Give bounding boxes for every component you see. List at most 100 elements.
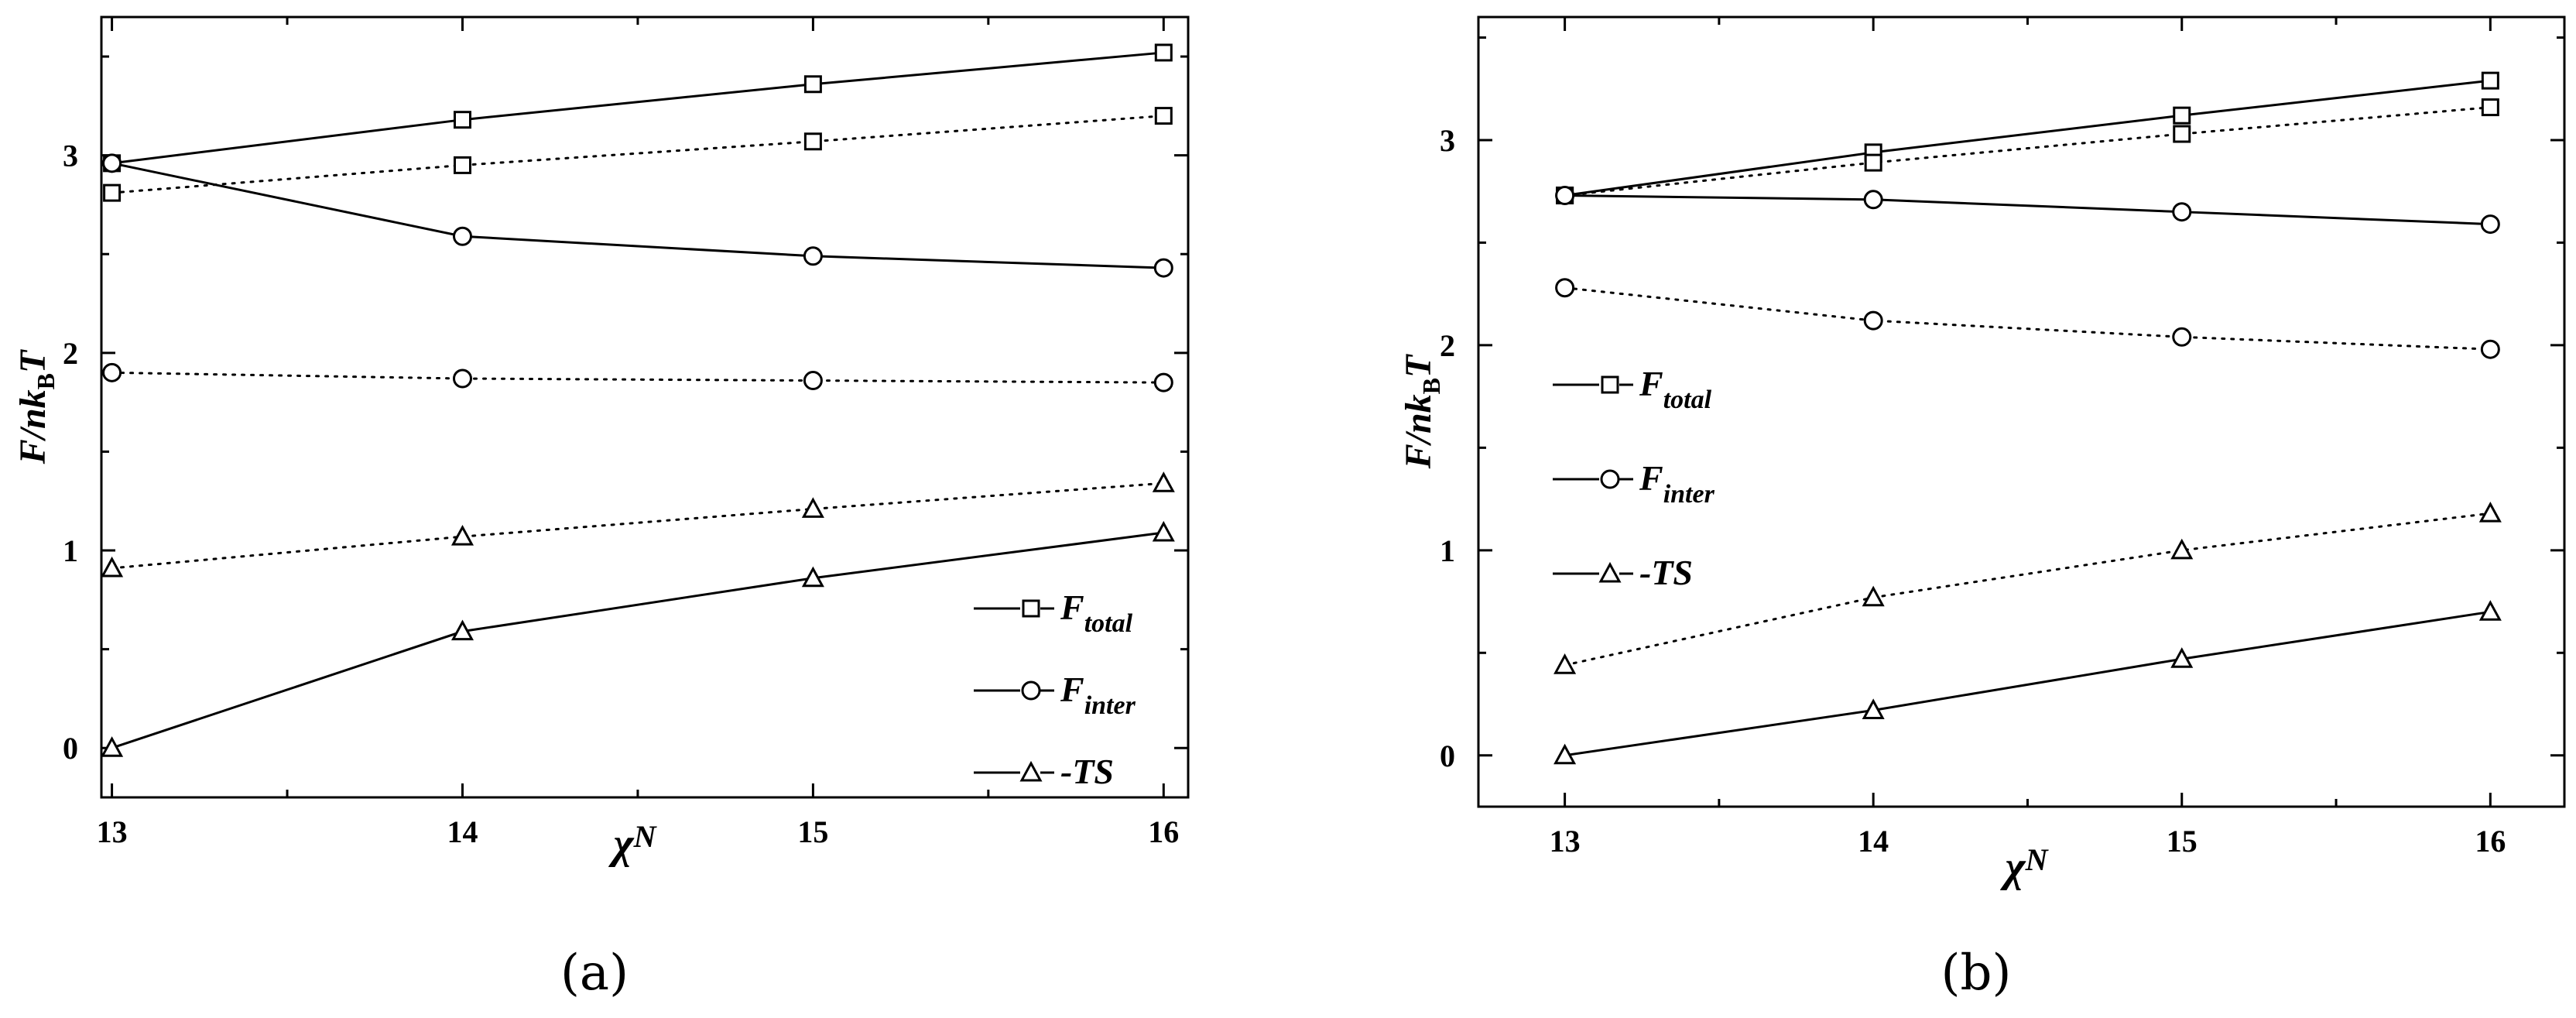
legend-label: Ftotal xyxy=(1639,364,1712,414)
legend-label-main: F xyxy=(1639,458,1663,498)
legend-label-sub: inter xyxy=(1084,691,1136,720)
series-ts-dotted-point xyxy=(1152,471,1175,492)
legend-label-main: -TS xyxy=(1639,553,1693,592)
x-tick-label: 15 xyxy=(797,814,828,849)
x-axis-title-chi: χ xyxy=(2000,843,2026,891)
series-finter-solid-line xyxy=(111,162,1164,269)
y-tick-label: 1 xyxy=(1440,533,1455,568)
series-ts-dotted-point xyxy=(2478,502,2502,523)
series-ftotal-dotted-point xyxy=(2173,125,2191,143)
series-ftotal-dotted-point xyxy=(453,156,471,174)
series-finter-solid-line xyxy=(1564,194,2491,226)
y-axis-title-main: F/nk xyxy=(1398,394,1439,469)
series-ftotal-dotted-point xyxy=(2481,98,2499,117)
legend-label: -TS xyxy=(1060,752,1114,791)
legend-label: Finter xyxy=(1639,458,1715,509)
series-ftotal-dotted-point xyxy=(103,183,122,202)
series-ts-solid-point xyxy=(801,566,824,588)
y-tick-label: 3 xyxy=(63,139,78,173)
series-finter-dotted-point xyxy=(1555,278,1575,298)
y-tick-label: 0 xyxy=(1440,739,1455,773)
legend-label-main: F xyxy=(1060,588,1084,627)
series-ts-dotted-point xyxy=(450,525,474,546)
series-ts-dotted-point xyxy=(801,497,824,518)
plot-frame xyxy=(100,15,1190,799)
x-axis-title-n: N xyxy=(2025,842,2050,877)
series-ts-dotted-point xyxy=(1862,585,1885,607)
y-axis-title: F/nkBT xyxy=(1398,354,1445,469)
y-tick-label: 2 xyxy=(63,336,78,371)
series-ftotal-solid-point xyxy=(1154,43,1173,62)
series-finter-dotted-line xyxy=(111,371,1165,384)
y-axis-title: F/nkBT xyxy=(12,349,60,464)
panel-label: (a) xyxy=(560,944,629,1002)
series-ts-dotted-point xyxy=(1553,653,1577,674)
series-ts-dotted-line xyxy=(111,482,1165,570)
x-axis-title: χN xyxy=(608,819,658,868)
x-tick-label: 13 xyxy=(1550,824,1581,859)
series-ts-dotted-point xyxy=(101,556,124,578)
y-axis-title-sub: B xyxy=(1417,378,1445,394)
x-tick-label: 15 xyxy=(2167,824,2197,859)
series-finter-dotted-point xyxy=(803,371,823,391)
series-finter-dotted-point xyxy=(1153,372,1173,392)
y-tick-label: 0 xyxy=(63,731,78,766)
series-ftotal-solid-point xyxy=(2173,106,2191,125)
y-tick-label: 3 xyxy=(1440,123,1455,158)
legend-label-main: F xyxy=(1060,670,1084,709)
series-finter-dotted-point xyxy=(1863,310,1883,331)
series-ts-solid-line xyxy=(1564,610,2491,757)
series-ts-solid-point xyxy=(1152,520,1175,542)
legend-label-main: -TS xyxy=(1060,752,1114,791)
series-finter-solid-point xyxy=(2172,202,2192,222)
series-ftotal-solid-line xyxy=(111,51,1164,165)
series-ftotal-dotted-point xyxy=(1864,153,1882,172)
series-finter-solid-point xyxy=(1863,190,1883,210)
x-axis-title: χN xyxy=(2000,842,2050,891)
y-axis-title-main: F/nk xyxy=(12,389,53,464)
plot-frame xyxy=(1477,15,2566,808)
series-ts-dotted-point xyxy=(2170,538,2194,560)
series-finter-solid-point xyxy=(1555,185,1575,205)
series-ftotal-solid-point xyxy=(2481,71,2499,90)
series-finter-dotted-point xyxy=(2172,327,2192,347)
legend-label-sub: total xyxy=(1663,386,1712,414)
series-ftotal-dotted-point xyxy=(803,132,822,151)
series-ftotal-dotted-line xyxy=(111,115,1165,194)
y-tick-label: 2 xyxy=(1440,328,1455,363)
series-ts-solid-line xyxy=(111,531,1164,749)
x-tick-label: 13 xyxy=(97,814,128,849)
series-ts-solid-point xyxy=(2478,600,2502,621)
legend-label: Ftotal xyxy=(1060,588,1133,638)
legend-label-sub: inter xyxy=(1663,480,1715,509)
legend-label-sub: total xyxy=(1084,609,1133,638)
series-ftotal-solid-line xyxy=(1564,79,2491,197)
y-axis-title-end: T xyxy=(1398,354,1439,378)
series-ts-solid-point xyxy=(450,619,474,641)
legend-marker-triangle xyxy=(1598,561,1622,583)
series-ts-solid-point xyxy=(1553,743,1577,765)
series-ts-dotted-line xyxy=(1564,512,2492,667)
x-tick-label: 16 xyxy=(2475,824,2506,859)
x-axis-title-n: N xyxy=(633,819,658,854)
series-finter-solid-point xyxy=(1153,258,1173,278)
series-ftotal-solid-point xyxy=(453,111,471,129)
y-axis-title-sub: B xyxy=(32,373,60,389)
series-ts-solid-point xyxy=(101,736,124,757)
x-tick-label: 14 xyxy=(1858,824,1889,859)
legend-marker-square xyxy=(1022,599,1040,618)
series-ftotal-dotted-point xyxy=(1154,107,1173,125)
legend-label-main: F xyxy=(1639,364,1663,403)
series-finter-solid-point xyxy=(2480,214,2500,235)
series-ts-solid-point xyxy=(2170,647,2194,668)
series-finter-solid-point xyxy=(803,246,823,266)
series-finter-dotted-point xyxy=(452,368,472,389)
panel-label: (b) xyxy=(1941,944,2012,1002)
legend-marker-square xyxy=(1601,375,1619,394)
legend-marker-circle xyxy=(1021,680,1041,701)
series-ftotal-dotted-line xyxy=(1564,106,2492,197)
series-finter-dotted-point xyxy=(2480,339,2500,359)
legend-marker-triangle xyxy=(1019,760,1043,782)
